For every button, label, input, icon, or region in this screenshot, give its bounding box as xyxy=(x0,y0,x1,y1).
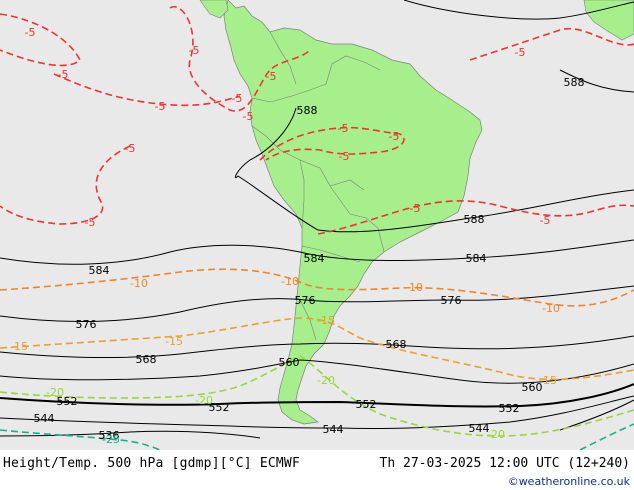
height-label: 576 xyxy=(295,294,316,307)
temp-label: -5 xyxy=(338,122,349,135)
temp-label: -5 xyxy=(540,214,551,227)
height-label: 560 xyxy=(279,356,300,369)
temp-label: -5 xyxy=(125,142,136,155)
temp-label: -5 xyxy=(189,44,200,57)
temp-label: -20 xyxy=(46,386,64,399)
height-label: 588 xyxy=(564,76,585,89)
contour-560 xyxy=(0,359,634,384)
height-label: 560 xyxy=(522,381,543,394)
temp-label: -10 xyxy=(281,275,299,288)
height-label: 568 xyxy=(386,338,407,351)
temp-m15 xyxy=(0,317,634,381)
height-contours xyxy=(0,0,634,439)
map-canvas: 588 588 588 584 584 584 576 576 576 568 … xyxy=(0,0,634,450)
temp-label: -20 xyxy=(317,374,335,387)
temp-label: -5 xyxy=(515,46,526,59)
temp-m5-west xyxy=(53,73,241,107)
temp-label: -10 xyxy=(405,281,423,294)
country-borders xyxy=(251,31,385,341)
temp-label: -10 xyxy=(542,302,560,315)
height-labels: 588 588 588 584 584 584 576 576 576 568 … xyxy=(34,76,585,442)
temp-label: -15 xyxy=(317,314,335,327)
temp-m5-loop xyxy=(0,145,131,225)
temp-m25-east xyxy=(579,423,634,450)
height-label: 568 xyxy=(136,353,157,366)
weather-map: 588 588 588 584 584 584 576 576 576 568 … xyxy=(0,0,634,450)
contour-588-north xyxy=(403,0,634,20)
contour-568 xyxy=(0,335,634,359)
temp-label: -5 xyxy=(58,68,69,81)
temp-labels: -5 -5 -5 -5 -5 -5 -5 -5 -5 -5 -5 -5 -5 -… xyxy=(10,26,560,446)
map-footer: Height/Temp. 500 hPa [gdmp][°C] ECMWF Th… xyxy=(0,450,634,490)
contour-552 xyxy=(0,383,634,408)
temp-label: -25 xyxy=(102,433,120,446)
temp-m5-andes xyxy=(169,5,311,112)
height-label: 584 xyxy=(466,252,487,265)
temp-label: -5 xyxy=(266,70,277,83)
south-america-land xyxy=(223,0,483,425)
temp-m20 xyxy=(0,355,634,437)
height-label: 544 xyxy=(34,412,55,425)
temp-label: -5 xyxy=(410,202,421,215)
height-label: 584 xyxy=(304,252,325,265)
height-label: 552 xyxy=(57,395,78,408)
contour-584 xyxy=(0,239,634,265)
temp-label: -5 xyxy=(389,130,400,143)
height-label: 576 xyxy=(76,318,97,331)
temp-label: -15 xyxy=(539,374,557,387)
height-label: 544 xyxy=(323,423,344,436)
temp-label: -5 xyxy=(155,100,166,113)
temp-m5-nw xyxy=(0,13,81,67)
contour-544 xyxy=(0,395,634,430)
caribbean-island-land xyxy=(583,0,634,41)
contour-588-loop xyxy=(234,107,634,233)
height-label: 552 xyxy=(209,401,230,414)
temp-label: -15 xyxy=(10,340,28,353)
map-title: Height/Temp. 500 hPa [gdmp][°C] ECMWF xyxy=(3,456,300,471)
temp-m25 xyxy=(0,429,161,450)
credit-link[interactable]: ©weatheronline.co.uk xyxy=(507,475,630,488)
height-label: 588 xyxy=(464,213,485,226)
height-label: 536 xyxy=(99,429,120,442)
temp-m5-ne xyxy=(469,27,634,61)
temp-label: -5 xyxy=(85,216,96,229)
height-label: 552 xyxy=(499,402,520,415)
temp-label: -20 xyxy=(487,428,505,441)
temp-label: -15 xyxy=(165,335,183,348)
central-america-land xyxy=(199,0,229,19)
height-label: 552 xyxy=(356,398,377,411)
temp-m5-south xyxy=(317,200,634,235)
temp-contours xyxy=(0,5,634,450)
height-label: 576 xyxy=(441,294,462,307)
temp-label: -5 xyxy=(232,92,243,105)
temp-label: -5 xyxy=(243,110,254,123)
temp-m5-amazon xyxy=(259,126,405,161)
height-label: 584 xyxy=(89,264,110,277)
temp-label: -5 xyxy=(25,26,36,39)
contour-588-east xyxy=(559,69,634,93)
forecast-datetime: Th 27-03-2025 12:00 UTC (12+240) xyxy=(379,456,630,471)
temp-m10 xyxy=(0,268,634,307)
height-label: 588 xyxy=(297,104,318,117)
temp-label: -5 xyxy=(339,150,350,163)
temp-label: -20 xyxy=(195,394,213,407)
height-label: 544 xyxy=(469,422,490,435)
contour-536 xyxy=(0,430,261,439)
temp-label: -10 xyxy=(130,277,148,290)
